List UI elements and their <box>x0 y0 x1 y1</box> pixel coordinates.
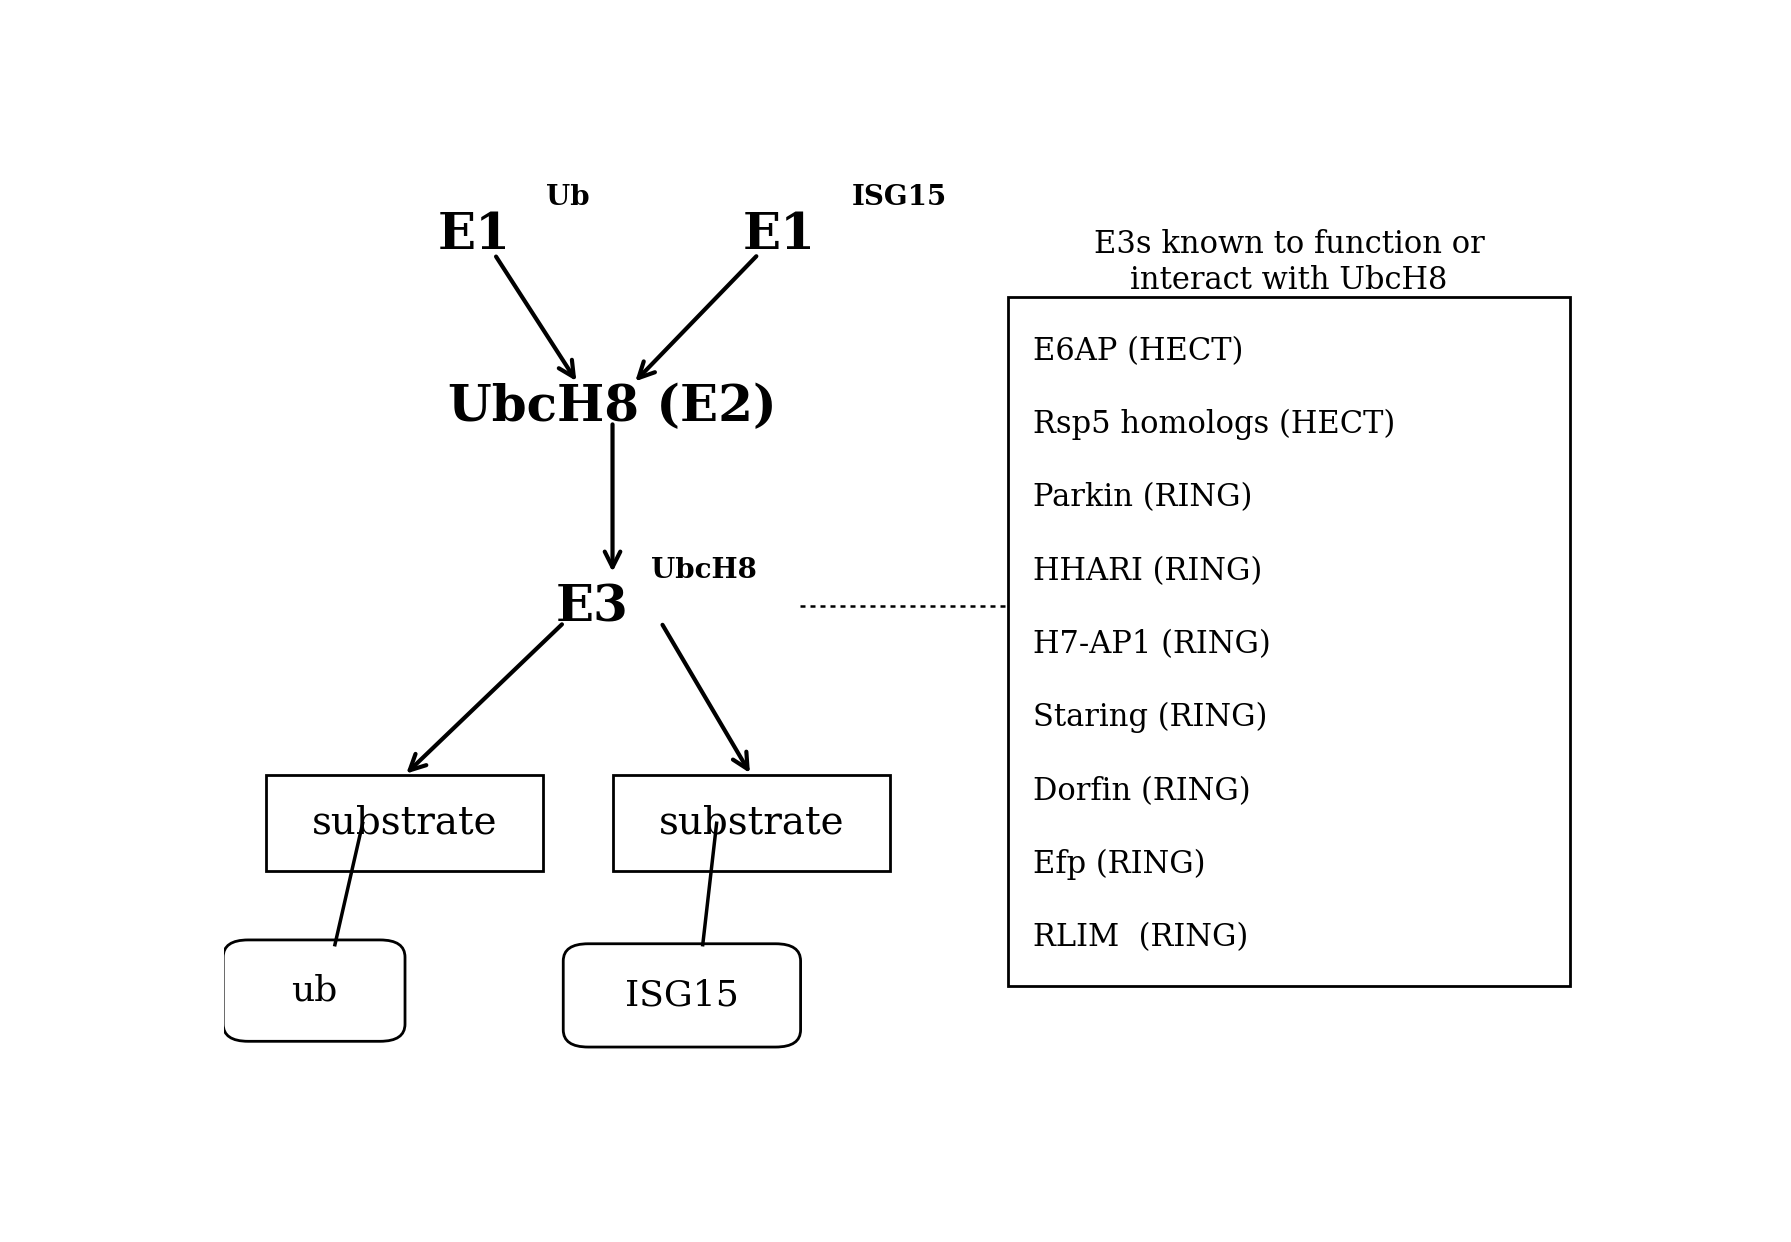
Text: H7-AP1 (RING): H7-AP1 (RING) <box>1033 628 1272 660</box>
FancyBboxPatch shape <box>562 944 801 1047</box>
Text: E1: E1 <box>437 211 510 260</box>
Text: Ub: Ub <box>546 184 589 211</box>
FancyBboxPatch shape <box>224 940 405 1041</box>
Text: HHARI (RING): HHARI (RING) <box>1033 555 1263 586</box>
Text: Dorfin (RING): Dorfin (RING) <box>1033 775 1250 806</box>
FancyBboxPatch shape <box>265 775 543 871</box>
Text: Efp (RING): Efp (RING) <box>1033 848 1205 881</box>
Text: interact with UbcH8: interact with UbcH8 <box>1130 265 1447 296</box>
Text: ub: ub <box>290 974 337 1007</box>
Bar <box>1008 297 1571 986</box>
Text: UbcH8: UbcH8 <box>652 558 758 584</box>
Text: Parkin (RING): Parkin (RING) <box>1033 482 1252 513</box>
Text: Staring (RING): Staring (RING) <box>1033 702 1268 733</box>
Text: UbcH8 (E2): UbcH8 (E2) <box>448 383 777 432</box>
Text: substrate: substrate <box>312 805 498 842</box>
Text: E6AP (HECT): E6AP (HECT) <box>1033 335 1243 366</box>
Text: substrate: substrate <box>659 805 844 842</box>
Text: ISG15: ISG15 <box>851 184 946 211</box>
FancyBboxPatch shape <box>613 775 890 871</box>
Text: E3: E3 <box>555 584 629 632</box>
Text: E1: E1 <box>743 211 815 260</box>
Text: ISG15: ISG15 <box>625 979 740 1012</box>
Text: Rsp5 homologs (HECT): Rsp5 homologs (HECT) <box>1033 409 1395 440</box>
Text: E3s known to function or: E3s known to function or <box>1094 230 1485 260</box>
Text: RLIM  (RING): RLIM (RING) <box>1033 923 1248 953</box>
